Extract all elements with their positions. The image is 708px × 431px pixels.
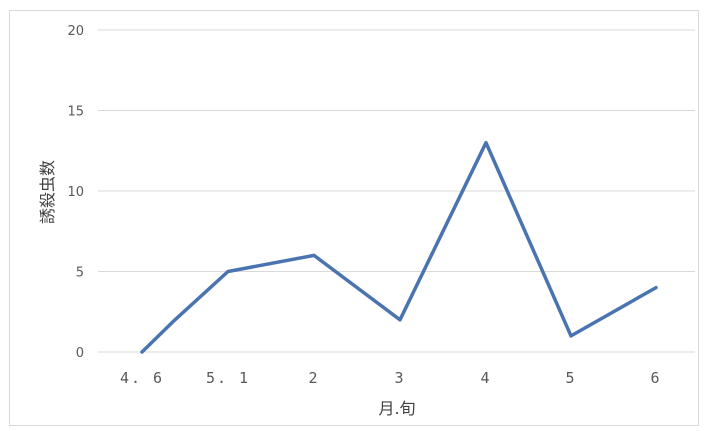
y-axis-title: 誘殺虫数 (38, 160, 57, 224)
x-tick-label: 4. 6 (120, 369, 164, 387)
y-axis-ticks: 0 5 10 15 20 (67, 24, 84, 361)
grid-lines (98, 29, 695, 353)
series-line (140, 140, 658, 354)
y-tick-label: 5 (76, 266, 84, 281)
y-tick-label: 0 (76, 346, 84, 361)
y-tick-label: 20 (67, 24, 84, 39)
chart-frame (9, 10, 699, 426)
y-tick-label: 15 (67, 105, 84, 120)
x-axis-title: 月.旬 (378, 399, 415, 418)
x-tick-label: 2 (308, 369, 319, 387)
x-tick-label: 4 (480, 369, 491, 387)
y-tick-label: 10 (67, 185, 84, 200)
x-tick-label: 3 (394, 369, 405, 387)
x-tick-label: 6 (650, 369, 661, 387)
x-tick-label: 5 (565, 369, 576, 387)
x-tick-label: 5. 1 (206, 369, 250, 387)
x-axis-ticks: 4. 6 5. 1 2 3 4 5 6 (120, 369, 661, 387)
